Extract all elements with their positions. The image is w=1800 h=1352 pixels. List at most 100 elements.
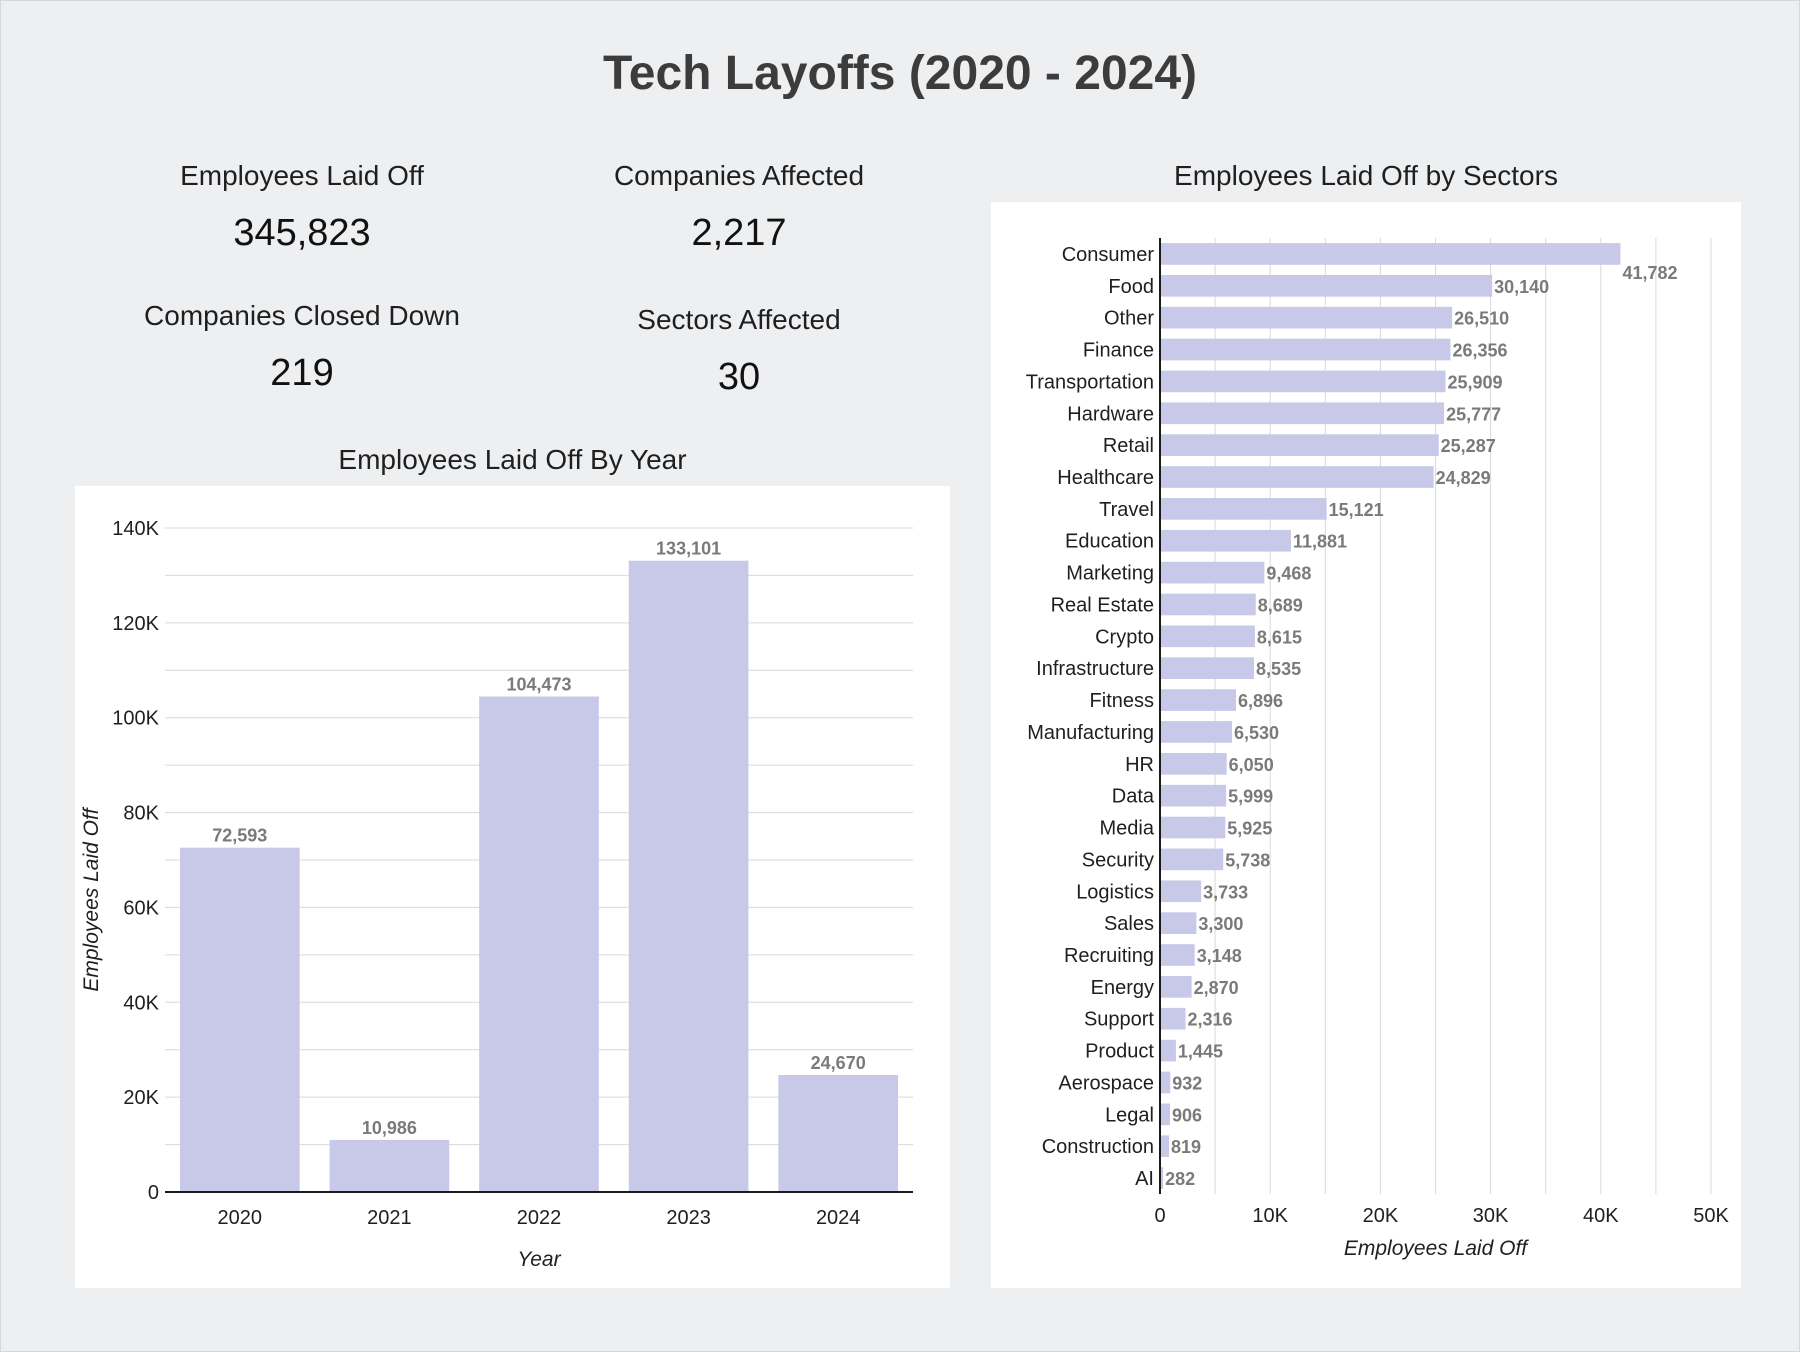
year-chart-panel: 0 20K 40K 60K 80K 100K 120K 140K 72,593 2020 10,98… — [75, 486, 950, 1288]
category-label: Data — [1112, 786, 1155, 808]
bar-data — [1160, 784, 1227, 807]
bar-finance — [1160, 338, 1451, 361]
x-tick-label: 30K — [1473, 1205, 1509, 1227]
bar-value-label: 24,829 — [1436, 468, 1491, 488]
bar-value-label: 104,473 — [506, 674, 571, 694]
category-label: Marketing — [1066, 563, 1154, 585]
kpi-value: 30 — [717, 356, 761, 398]
bar-value-label: 8,535 — [1256, 659, 1301, 679]
kpi-companies-closed: Companies Closed Down 219 — [82, 300, 522, 395]
kpi-sectors-affected: Sectors Affected 30 — [519, 304, 959, 399]
category-label: Food — [1108, 276, 1154, 298]
category-label: Energy — [1091, 977, 1154, 999]
bar-2021 — [329, 1139, 450, 1192]
category-label: HR — [1125, 754, 1154, 776]
category-label: Retail — [1103, 435, 1154, 457]
year-bar-chart: 0 20K 40K 60K 80K 100K 120K 140K 72,593 2020 10,98… — [80, 518, 913, 1271]
bar-value-label: 932 — [1172, 1073, 1202, 1093]
bar-value-label: 3,300 — [1198, 914, 1243, 934]
bar-value-label: 41,782 — [1622, 263, 1677, 283]
bar-value-label: 25,909 — [1448, 372, 1503, 392]
y-tick-label: 120K — [112, 613, 159, 635]
bar-product — [1160, 1039, 1176, 1062]
bar-value-label: 8,615 — [1257, 627, 1302, 647]
kpi-label: Companies Affected — [613, 160, 865, 191]
bar-transportation — [1160, 370, 1446, 393]
bar-value-label: 10,986 — [362, 1118, 417, 1138]
x-tick-label: 2024 — [816, 1207, 861, 1229]
category-label: Aerospace — [1058, 1072, 1154, 1094]
bar-value-label: 8,689 — [1258, 595, 1303, 615]
x-tick-label: 2020 — [218, 1207, 262, 1229]
bar-aerospace — [1160, 1071, 1171, 1094]
bar-healthcare — [1160, 466, 1434, 488]
bar-value-label: 11,881 — [1293, 532, 1347, 552]
y-tick-label: 100K — [112, 708, 159, 730]
bar-infrastructure — [1160, 657, 1255, 680]
y-axis-title: Employees Laid Off — [80, 806, 103, 991]
kpi-value: 345,823 — [233, 212, 371, 254]
bar-crypto — [1160, 625, 1255, 648]
bar-ai — [1160, 1167, 1164, 1189]
category-label: Sales — [1104, 913, 1154, 935]
category-label: Logistics — [1076, 881, 1154, 903]
category-label: Real Estate — [1051, 594, 1154, 616]
bar-marketing — [1160, 561, 1265, 584]
y-tick-label: 0 — [148, 1182, 159, 1204]
category-label: Media — [1100, 818, 1155, 840]
bar-value-label: 5,999 — [1228, 787, 1273, 807]
category-label: Infrastructure — [1036, 658, 1154, 680]
bar-value-label: 5,925 — [1227, 819, 1272, 839]
kpi-value: 2,217 — [691, 212, 787, 254]
x-tick-label: 40K — [1583, 1205, 1619, 1227]
bar-education — [1160, 529, 1291, 552]
x-tick-label: 50K — [1693, 1205, 1729, 1227]
kpi-label: Employees Laid Off — [180, 160, 424, 191]
bar-value-label: 26,356 — [1452, 341, 1507, 361]
x-tick-label: 0 — [1154, 1205, 1165, 1227]
bar-value-label: 282 — [1165, 1169, 1195, 1189]
bar-real-estate — [1160, 593, 1256, 616]
kpi-label: Companies Closed Down — [144, 300, 460, 331]
bar-value-label: 24,670 — [811, 1053, 866, 1073]
kpi-employees-laid-off: Employees Laid Off 345,823 — [82, 160, 522, 255]
bar-value-label: 72,593 — [212, 826, 267, 846]
category-label: Travel — [1099, 499, 1154, 521]
kpi-companies-affected: Companies Affected 2,217 — [519, 160, 959, 255]
x-tick-label: 20K — [1363, 1205, 1399, 1227]
bar-food — [1160, 274, 1493, 297]
x-axis-title: Employees Laid Off — [1344, 1237, 1529, 1260]
bar-value-label: 819 — [1171, 1137, 1201, 1157]
bar-sales — [1160, 912, 1197, 934]
bar-value-label: 3,733 — [1203, 882, 1248, 902]
y-tick-label: 20K — [123, 1087, 159, 1109]
bar-hardware — [1160, 402, 1445, 425]
bar-fitness — [1160, 689, 1236, 711]
x-tick-label: 10K — [1252, 1205, 1288, 1227]
bar-value-label: 25,777 — [1446, 404, 1501, 424]
bar-value-label: 26,510 — [1454, 309, 1509, 329]
sector-bar-chart: Consumer 41,782 Food 30,140 Other 26,510 Finan… — [1026, 238, 1729, 1260]
bar-logistics — [1160, 880, 1202, 903]
bar-recruiting — [1160, 944, 1195, 966]
bar-value-label: 6,896 — [1238, 691, 1283, 711]
bar-media — [1160, 816, 1226, 839]
bar-security — [1160, 848, 1224, 871]
bar-value-label: 3,148 — [1197, 946, 1242, 966]
category-label: Fitness — [1090, 690, 1154, 712]
category-label: Legal — [1105, 1104, 1154, 1126]
category-label: Support — [1084, 1009, 1154, 1031]
y-tick-label: 80K — [123, 803, 159, 825]
bar-2022 — [479, 696, 599, 1192]
bar-retail — [1160, 434, 1439, 456]
bar-value-label: 1,445 — [1178, 1042, 1223, 1062]
category-label: Consumer — [1062, 244, 1155, 266]
x-axis-title: Year — [517, 1248, 561, 1271]
sector-chart-title: Employees Laid Off by Sectors — [1174, 160, 1558, 191]
x-tick-label: 2021 — [367, 1207, 412, 1229]
category-label: Finance — [1083, 340, 1154, 362]
y-tick-label: 60K — [123, 897, 159, 919]
category-label: Manufacturing — [1027, 722, 1154, 744]
bar-2023 — [628, 560, 749, 1192]
x-tick-label: 2023 — [666, 1207, 711, 1229]
